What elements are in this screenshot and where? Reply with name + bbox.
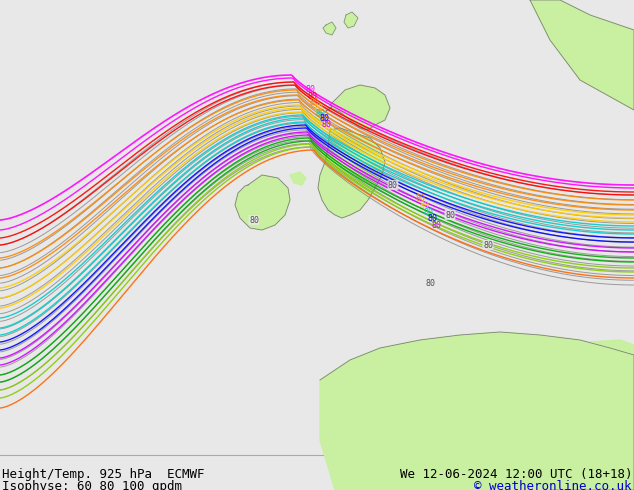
Text: We 12-06-2024 12:00 UTC (18+18): We 12-06-2024 12:00 UTC (18+18) <box>399 468 632 481</box>
Polygon shape <box>318 128 385 218</box>
Text: Isophyse: 60 80 100 gpdm: Isophyse: 60 80 100 gpdm <box>2 480 182 490</box>
Text: 80: 80 <box>322 120 332 128</box>
Text: 80: 80 <box>307 92 317 100</box>
Polygon shape <box>344 12 358 28</box>
Text: 80: 80 <box>249 216 259 224</box>
Polygon shape <box>323 22 336 35</box>
Text: 80: 80 <box>319 114 329 122</box>
Polygon shape <box>560 340 634 380</box>
Text: 80: 80 <box>388 180 398 190</box>
Text: Height/Temp. 925 hPa  ECMWF: Height/Temp. 925 hPa ECMWF <box>2 468 205 481</box>
Text: 80: 80 <box>310 98 320 106</box>
Text: 80: 80 <box>445 211 455 220</box>
Text: 80: 80 <box>423 207 433 217</box>
Text: 80: 80 <box>316 108 326 118</box>
Polygon shape <box>325 85 390 130</box>
Polygon shape <box>530 0 634 110</box>
Text: 80: 80 <box>415 194 425 202</box>
Text: 80: 80 <box>427 214 437 222</box>
Polygon shape <box>314 112 322 128</box>
Text: © weatheronline.co.uk: © weatheronline.co.uk <box>474 480 632 490</box>
Text: 80: 80 <box>483 241 493 249</box>
Text: 80: 80 <box>305 85 315 95</box>
Polygon shape <box>235 175 290 230</box>
Text: 80: 80 <box>425 278 435 288</box>
Text: 80: 80 <box>419 200 429 210</box>
Text: 80: 80 <box>313 103 323 113</box>
Polygon shape <box>320 332 634 490</box>
Text: 80: 80 <box>431 220 441 229</box>
Polygon shape <box>290 172 306 185</box>
